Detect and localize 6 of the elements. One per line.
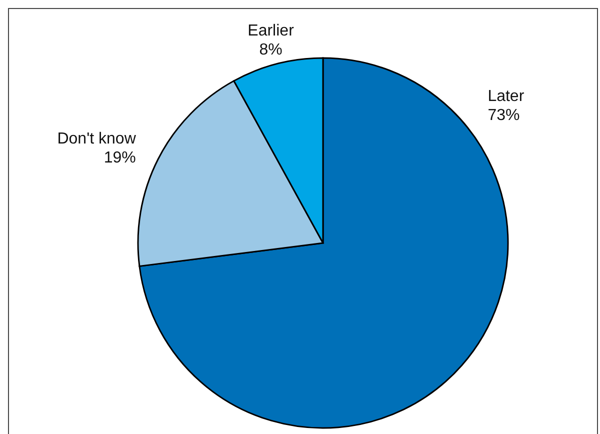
slice-label: Later [488, 88, 525, 105]
slice-label: Earlier [248, 22, 295, 40]
data-label: 73% [488, 106, 520, 124]
data-label: 8% [259, 42, 282, 59]
slice-label: Don't know [57, 130, 136, 148]
data-label: 19% [104, 150, 136, 167]
